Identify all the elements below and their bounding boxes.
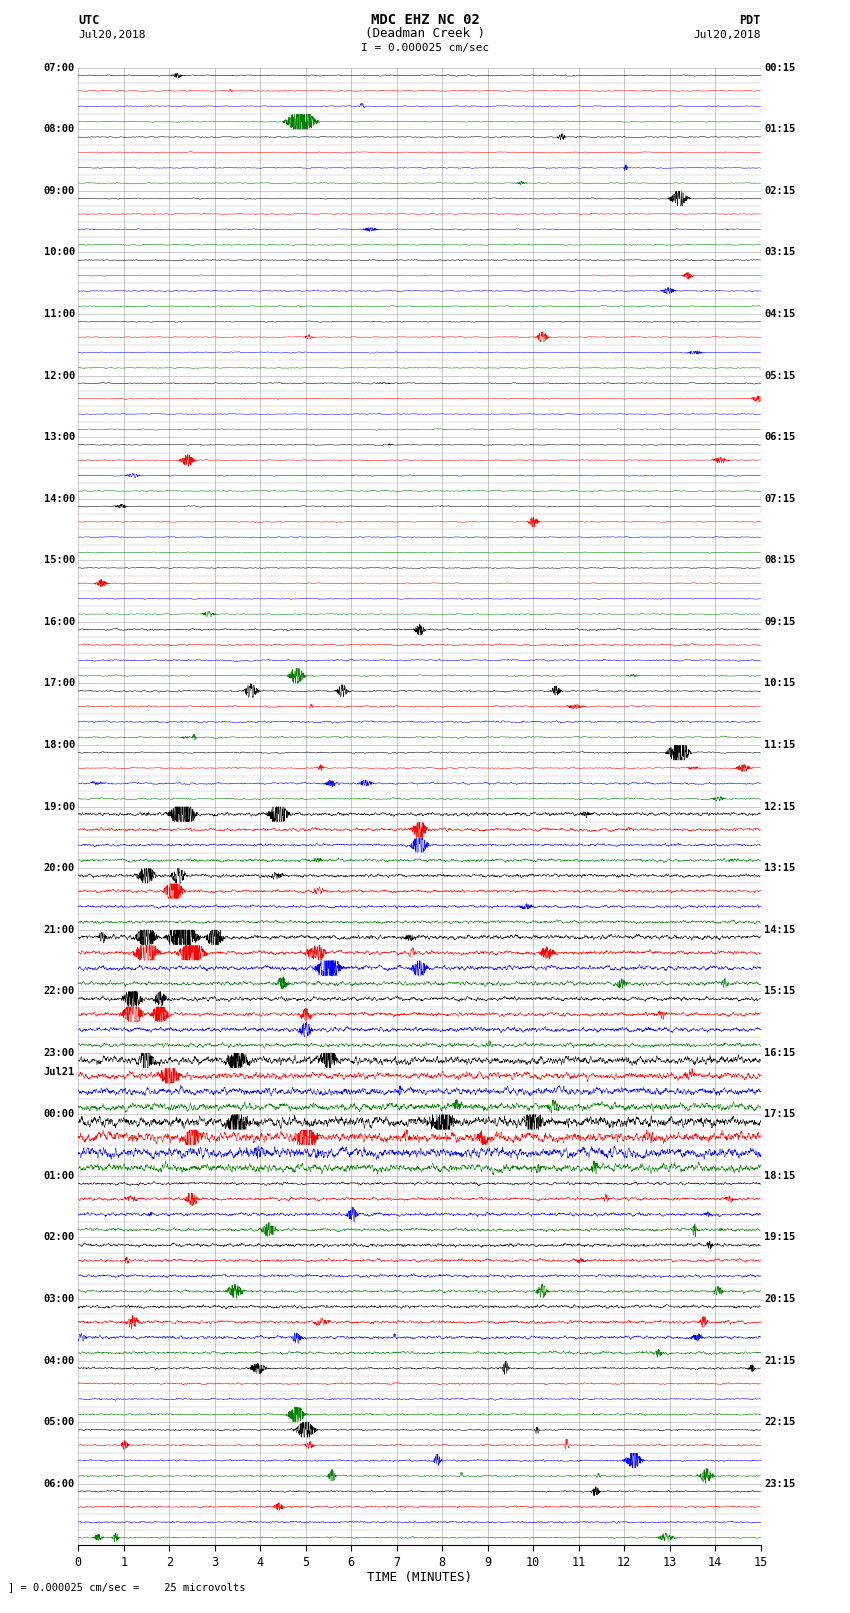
Text: ] = 0.000025 cm/sec =    25 microvolts: ] = 0.000025 cm/sec = 25 microvolts xyxy=(8,1582,246,1592)
Text: 08:15: 08:15 xyxy=(764,555,796,565)
Text: 01:00: 01:00 xyxy=(43,1171,75,1181)
Text: Jul21: Jul21 xyxy=(43,1068,75,1077)
Text: 23:00: 23:00 xyxy=(43,1048,75,1058)
Text: UTC: UTC xyxy=(78,15,99,27)
Text: MDC EHZ NC 02: MDC EHZ NC 02 xyxy=(371,13,479,27)
Text: 11:00: 11:00 xyxy=(43,310,75,319)
Text: 20:15: 20:15 xyxy=(764,1294,796,1303)
Text: 09:15: 09:15 xyxy=(764,616,796,627)
Text: 04:00: 04:00 xyxy=(43,1355,75,1366)
Text: 17:15: 17:15 xyxy=(764,1110,796,1119)
Text: 18:00: 18:00 xyxy=(43,740,75,750)
Text: 10:15: 10:15 xyxy=(764,679,796,689)
Text: 12:15: 12:15 xyxy=(764,802,796,811)
Text: 05:00: 05:00 xyxy=(43,1418,75,1428)
Text: 00:00: 00:00 xyxy=(43,1110,75,1119)
Text: 19:15: 19:15 xyxy=(764,1232,796,1242)
Text: 10:00: 10:00 xyxy=(43,247,75,258)
Text: 16:15: 16:15 xyxy=(764,1048,796,1058)
Text: 16:00: 16:00 xyxy=(43,616,75,627)
Text: 02:00: 02:00 xyxy=(43,1232,75,1242)
Text: 21:15: 21:15 xyxy=(764,1355,796,1366)
Text: 15:00: 15:00 xyxy=(43,555,75,565)
Text: 15:15: 15:15 xyxy=(764,986,796,997)
Text: 17:00: 17:00 xyxy=(43,679,75,689)
Text: I = 0.000025 cm/sec: I = 0.000025 cm/sec xyxy=(361,44,489,53)
Text: 01:15: 01:15 xyxy=(764,124,796,134)
Text: 03:15: 03:15 xyxy=(764,247,796,258)
X-axis label: TIME (MINUTES): TIME (MINUTES) xyxy=(367,1571,472,1584)
Text: 03:00: 03:00 xyxy=(43,1294,75,1303)
Text: 13:00: 13:00 xyxy=(43,432,75,442)
Text: 13:15: 13:15 xyxy=(764,863,796,873)
Text: 02:15: 02:15 xyxy=(764,185,796,195)
Text: 07:00: 07:00 xyxy=(43,63,75,73)
Text: 04:15: 04:15 xyxy=(764,310,796,319)
Text: 21:00: 21:00 xyxy=(43,924,75,934)
Text: (Deadman Creek ): (Deadman Creek ) xyxy=(365,27,485,40)
Text: 18:15: 18:15 xyxy=(764,1171,796,1181)
Text: 23:15: 23:15 xyxy=(764,1479,796,1489)
Text: 07:15: 07:15 xyxy=(764,494,796,503)
Text: 09:00: 09:00 xyxy=(43,185,75,195)
Text: 22:15: 22:15 xyxy=(764,1418,796,1428)
Text: 14:00: 14:00 xyxy=(43,494,75,503)
Text: 20:00: 20:00 xyxy=(43,863,75,873)
Text: 06:00: 06:00 xyxy=(43,1479,75,1489)
Text: 19:00: 19:00 xyxy=(43,802,75,811)
Text: 11:15: 11:15 xyxy=(764,740,796,750)
Text: 22:00: 22:00 xyxy=(43,986,75,997)
Text: 00:15: 00:15 xyxy=(764,63,796,73)
Text: 06:15: 06:15 xyxy=(764,432,796,442)
Text: Jul20,2018: Jul20,2018 xyxy=(694,31,761,40)
Text: PDT: PDT xyxy=(740,15,761,27)
Text: 14:15: 14:15 xyxy=(764,924,796,934)
Text: 12:00: 12:00 xyxy=(43,371,75,381)
Text: 08:00: 08:00 xyxy=(43,124,75,134)
Text: 05:15: 05:15 xyxy=(764,371,796,381)
Text: Jul20,2018: Jul20,2018 xyxy=(78,31,145,40)
